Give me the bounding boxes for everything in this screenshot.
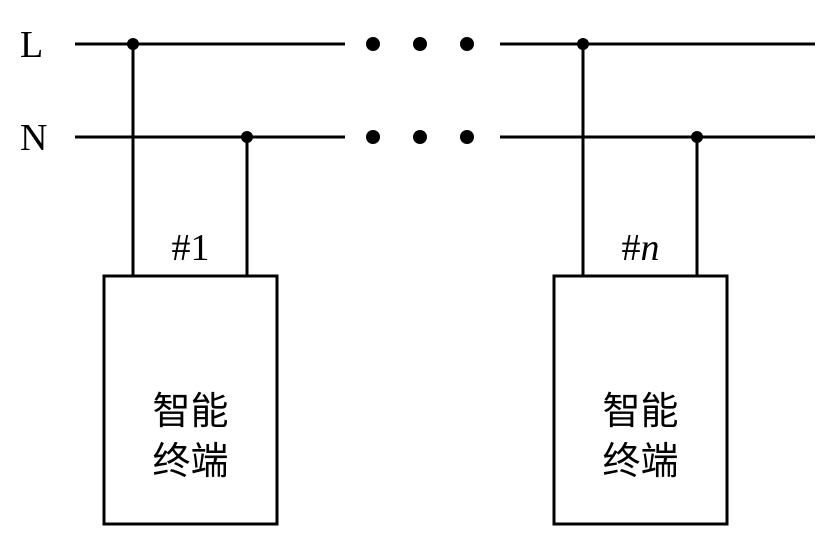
junction-1 — [241, 131, 253, 143]
terminal-tag-2: #n — [622, 227, 660, 269]
ellipsis-dot-N-2 — [460, 130, 474, 144]
terminal-text1-1: 智能 — [152, 391, 228, 433]
junction-2 — [577, 38, 589, 50]
terminal-text2-2: 终端 — [602, 441, 678, 483]
ellipsis-dot-L-2 — [460, 37, 474, 51]
label-L: L — [20, 24, 43, 66]
terminal-text1-2: 智能 — [602, 391, 678, 433]
junction-3 — [691, 131, 703, 143]
terminal-text2-1: 终端 — [152, 441, 228, 483]
terminal-tag-1: #1 — [172, 227, 210, 269]
label-N: N — [20, 117, 47, 159]
ellipsis-dot-N-0 — [366, 130, 380, 144]
ellipsis-dot-L-1 — [413, 37, 427, 51]
junction-0 — [127, 38, 139, 50]
ellipsis-dot-N-1 — [413, 130, 427, 144]
ellipsis-dot-L-0 — [366, 37, 380, 51]
